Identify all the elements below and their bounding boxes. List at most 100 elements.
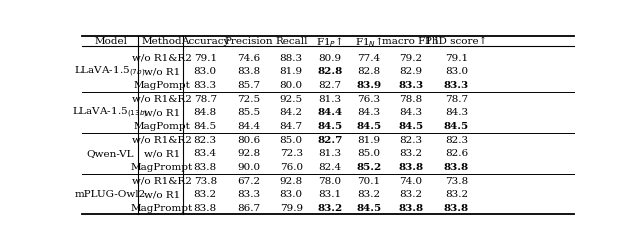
Text: 83.8: 83.8 [237,67,260,77]
Text: 85.0: 85.0 [357,149,380,158]
Text: 81.9: 81.9 [357,136,380,145]
Text: 80.6: 80.6 [237,136,260,145]
Text: Qwen-VL: Qwen-VL [86,149,134,158]
Text: 84.5: 84.5 [398,122,424,131]
Text: LLaVA-1.5$_{(7b)}$: LLaVA-1.5$_{(7b)}$ [74,65,145,79]
Text: 84.5: 84.5 [444,122,469,131]
Text: 85.2: 85.2 [356,163,381,172]
Text: 83.3: 83.3 [237,190,260,199]
Text: 78.0: 78.0 [319,177,342,185]
Text: 83.2: 83.2 [357,190,380,199]
Text: 72.5: 72.5 [237,95,260,104]
Text: 83.0: 83.0 [445,67,468,77]
Text: 84.8: 84.8 [194,108,217,117]
Text: 92.5: 92.5 [280,95,303,104]
Text: 82.6: 82.6 [445,149,468,158]
Text: w/o R1&R2: w/o R1&R2 [132,54,192,63]
Text: 83.3: 83.3 [444,81,469,90]
Text: 74.0: 74.0 [399,177,422,185]
Text: 73.8: 73.8 [445,177,468,185]
Text: 83.8: 83.8 [398,204,424,213]
Text: 83.1: 83.1 [319,190,342,199]
Text: 83.2: 83.2 [399,149,422,158]
Text: MagPompt: MagPompt [133,122,190,131]
Text: Recall: Recall [275,37,308,46]
Text: F1$_N$↑: F1$_N$↑ [355,35,383,49]
Text: MagPompt: MagPompt [133,81,190,90]
Text: 82.9: 82.9 [399,67,422,77]
Text: 85.7: 85.7 [237,81,260,90]
Text: 79.1: 79.1 [194,54,217,63]
Text: 76.3: 76.3 [357,95,380,104]
Text: 88.3: 88.3 [280,54,303,63]
Text: 83.3: 83.3 [194,81,217,90]
Text: 84.3: 84.3 [445,108,468,117]
Text: 81.3: 81.3 [319,95,342,104]
Text: 82.8: 82.8 [357,67,380,77]
Text: 84.5: 84.5 [356,122,381,131]
Text: PhD score↑: PhD score↑ [425,37,488,46]
Text: 83.2: 83.2 [445,190,468,199]
Text: 83.8: 83.8 [194,204,217,213]
Text: 84.5: 84.5 [194,122,217,131]
Text: 85.0: 85.0 [280,136,303,145]
Text: 79.2: 79.2 [399,54,422,63]
Text: 83.4: 83.4 [194,149,217,158]
Text: macro F1↑: macro F1↑ [381,37,440,46]
Text: w/o R1: w/o R1 [144,190,180,199]
Text: 90.0: 90.0 [237,163,260,172]
Text: 83.3: 83.3 [398,81,424,90]
Text: 82.7: 82.7 [317,136,342,145]
Text: 84.7: 84.7 [280,122,303,131]
Text: w/o R1: w/o R1 [144,67,180,77]
Text: 79.1: 79.1 [445,54,468,63]
Text: Method: Method [141,37,182,46]
Text: Accuracy: Accuracy [181,37,229,46]
Text: MagPrompt: MagPrompt [131,204,193,213]
Text: 92.8: 92.8 [237,149,260,158]
Text: 83.2: 83.2 [194,190,217,199]
Text: Model: Model [95,37,127,46]
Text: 74.6: 74.6 [237,54,260,63]
Text: 82.3: 82.3 [399,136,422,145]
Text: 78.7: 78.7 [445,95,468,104]
Text: 82.4: 82.4 [319,163,342,172]
Text: 92.8: 92.8 [280,177,303,185]
Text: w/o R1: w/o R1 [144,149,180,158]
Text: 83.8: 83.8 [194,163,217,172]
Text: 78.8: 78.8 [399,95,422,104]
Text: w/o R1&R2: w/o R1&R2 [132,177,192,185]
Text: 84.4: 84.4 [317,108,342,117]
Text: 81.3: 81.3 [319,149,342,158]
Text: 80.0: 80.0 [280,81,303,90]
Text: 82.3: 82.3 [445,136,468,145]
Text: 72.3: 72.3 [280,149,303,158]
Text: 83.9: 83.9 [356,81,381,90]
Text: 84.3: 84.3 [357,108,380,117]
Text: 78.7: 78.7 [194,95,217,104]
Text: 76.0: 76.0 [280,163,303,172]
Text: 83.0: 83.0 [194,67,217,77]
Text: w/o R1&R2: w/o R1&R2 [132,95,192,104]
Text: 82.3: 82.3 [194,136,217,145]
Text: 85.5: 85.5 [237,108,260,117]
Text: 80.9: 80.9 [319,54,342,63]
Text: w/o R1&R2: w/o R1&R2 [132,136,192,145]
Text: 79.9: 79.9 [280,204,303,213]
Text: mPLUG-Owl2: mPLUG-Owl2 [74,190,145,199]
Text: 81.9: 81.9 [280,67,303,77]
Text: MagPrompt: MagPrompt [131,163,193,172]
Text: 83.2: 83.2 [399,190,422,199]
Text: 84.2: 84.2 [280,108,303,117]
Text: 84.3: 84.3 [399,108,422,117]
Text: 83.8: 83.8 [444,163,469,172]
Text: 86.7: 86.7 [237,204,260,213]
Text: Precision: Precision [225,37,273,46]
Text: 84.5: 84.5 [356,204,381,213]
Text: 83.0: 83.0 [280,190,303,199]
Text: LLaVA-1.5$_{(13b)}$: LLaVA-1.5$_{(13b)}$ [72,106,148,120]
Text: w/o R1: w/o R1 [144,108,180,117]
Text: 70.1: 70.1 [357,177,380,185]
Text: 67.2: 67.2 [237,177,260,185]
Text: 82.7: 82.7 [319,81,342,90]
